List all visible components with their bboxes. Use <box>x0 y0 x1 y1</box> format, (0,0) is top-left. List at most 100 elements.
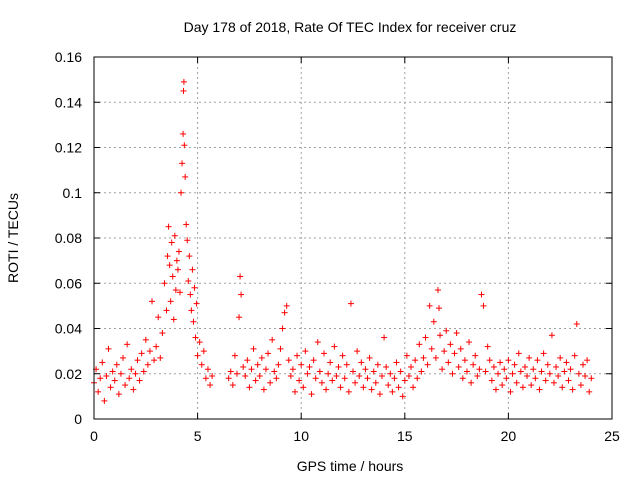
data-point <box>368 386 375 393</box>
data-point <box>430 318 437 325</box>
data-point <box>538 368 545 375</box>
data-point <box>408 363 415 370</box>
data-point <box>575 370 582 377</box>
data-point <box>258 354 265 361</box>
data-point <box>204 366 211 373</box>
data-point <box>505 357 512 364</box>
y-tick-label: 0.06 <box>55 275 82 291</box>
data-point <box>331 343 338 350</box>
data-point <box>173 257 180 264</box>
data-point <box>461 357 468 364</box>
data-point <box>435 305 442 312</box>
data-point <box>343 361 350 368</box>
data-point <box>312 375 319 382</box>
data-point <box>434 287 441 294</box>
x-tick-label: 10 <box>293 428 309 444</box>
data-point <box>439 366 446 373</box>
data-point <box>497 359 504 366</box>
data-point <box>302 348 309 355</box>
data-point <box>320 350 327 357</box>
data-point <box>376 391 383 398</box>
data-point <box>323 386 330 393</box>
data-point <box>347 300 354 307</box>
y-tick-label: 0 <box>74 411 82 427</box>
data-point <box>360 384 367 391</box>
data-point <box>370 368 377 375</box>
data-point <box>480 302 487 309</box>
data-point <box>187 291 194 298</box>
data-point <box>113 361 120 368</box>
data-point <box>157 354 164 361</box>
data-point <box>329 377 336 384</box>
data-point <box>515 350 522 357</box>
data-point <box>325 370 332 377</box>
data-point <box>172 287 179 294</box>
data-point <box>548 332 555 339</box>
data-point <box>387 370 394 377</box>
data-point <box>391 375 398 382</box>
data-point <box>107 384 114 391</box>
data-point <box>225 375 232 382</box>
chart-title: Day 178 of 2018, Rate Of TEC Index for r… <box>184 19 517 35</box>
data-point <box>134 357 141 364</box>
data-point <box>405 373 412 380</box>
data-point <box>175 248 182 255</box>
data-point <box>455 363 462 370</box>
data-point <box>534 357 541 364</box>
data-point <box>202 375 209 382</box>
data-point <box>101 397 108 404</box>
data-point <box>190 318 197 325</box>
data-point <box>308 391 315 398</box>
data-point <box>536 386 543 393</box>
x-tick-label: 15 <box>397 428 413 444</box>
data-point <box>248 366 255 373</box>
data-point <box>277 345 284 352</box>
data-point <box>105 345 112 352</box>
data-point <box>289 366 296 373</box>
data-point <box>233 370 240 377</box>
data-point <box>358 359 365 366</box>
data-point <box>138 350 145 357</box>
data-point <box>410 384 417 391</box>
data-point <box>577 382 584 389</box>
data-point <box>185 277 192 284</box>
data-point <box>184 237 191 244</box>
data-point <box>193 300 200 307</box>
axis-ticks: 0 5 10 15 20 25 0 0.02 0.04 0.06 0.08 0.1 0.12 0.14 0.… <box>55 49 620 444</box>
data-point <box>240 363 247 370</box>
data-point <box>279 325 286 332</box>
data-point <box>499 382 506 389</box>
data-point <box>486 357 493 364</box>
data-point <box>163 307 170 314</box>
data-point <box>318 379 325 386</box>
data-point <box>304 370 311 377</box>
data-point <box>310 357 317 364</box>
data-point <box>126 375 133 382</box>
data-point <box>99 359 106 366</box>
data-point <box>588 375 595 382</box>
x-tick-label: 25 <box>604 428 620 444</box>
data-point <box>153 343 160 350</box>
x-tick-label: 5 <box>194 428 202 444</box>
data-point <box>314 339 321 346</box>
data-point <box>316 368 323 375</box>
data-point <box>569 386 576 393</box>
data-point <box>140 368 147 375</box>
data-point <box>447 341 454 348</box>
data-point <box>97 375 104 382</box>
data-point <box>298 361 305 368</box>
data-point <box>267 379 274 386</box>
data-point <box>283 302 290 309</box>
data-point <box>122 382 129 389</box>
data-point <box>579 361 586 368</box>
grid <box>94 57 612 419</box>
data-point <box>437 332 444 339</box>
data-point <box>168 239 175 246</box>
data-point <box>501 366 508 373</box>
data-point <box>136 377 143 384</box>
data-point <box>109 368 116 375</box>
data-point <box>412 357 419 364</box>
data-point <box>476 366 483 373</box>
